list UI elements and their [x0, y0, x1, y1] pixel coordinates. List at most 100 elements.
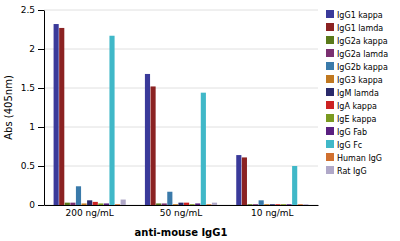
x-tick-label: 50 ng/mL	[160, 208, 203, 218]
legend-item: IgE kappa	[326, 114, 377, 124]
x-axis-title: anti-mouse IgG1	[135, 227, 228, 238]
grid	[44, 10, 318, 205]
legend-label: IgG1 kappa	[337, 11, 383, 20]
y-tick-label: 2	[29, 44, 35, 54]
legend-swatch	[326, 62, 334, 70]
y-tick-label: 1.5	[21, 83, 35, 93]
legend-item: IgG1 kappa	[326, 10, 383, 20]
y-axis-title: Abs (405nm)	[3, 75, 14, 140]
bar	[70, 203, 75, 205]
bar	[121, 200, 126, 205]
legend-label: IgG3 kappa	[337, 76, 383, 85]
legend-label: Rat IgG	[337, 167, 367, 176]
bar	[242, 157, 247, 205]
legend-label: IgG1 lamda	[337, 24, 383, 33]
bar	[156, 203, 161, 205]
x-axis-line	[45, 205, 319, 206]
grid-line	[44, 49, 318, 50]
series	[98, 203, 286, 205]
legend-item: Rat IgG	[326, 166, 367, 176]
bar	[104, 203, 109, 205]
legend-label: IgA kappa	[337, 102, 377, 111]
series	[104, 203, 292, 205]
y-axis-line	[44, 11, 45, 206]
legend-item: IgA kappa	[326, 101, 377, 111]
bar	[201, 93, 206, 205]
legend-item: Human IgG	[326, 153, 382, 163]
y-tick-mark	[38, 10, 44, 11]
legend-item: IgG2b kappa	[326, 62, 388, 72]
bar	[298, 204, 303, 205]
legend-item: IgG Fab	[326, 127, 367, 137]
x-tick-label: 200 ng/mL	[66, 208, 114, 218]
series	[59, 28, 247, 205]
bar	[281, 204, 286, 205]
bar	[292, 166, 297, 205]
bar	[93, 202, 98, 205]
series	[115, 204, 303, 205]
legend-item: IgG1 lamda	[326, 23, 383, 33]
bar	[115, 204, 120, 205]
legend-swatch	[326, 127, 334, 135]
grid-line	[44, 88, 318, 89]
series	[65, 203, 253, 205]
legend-label: IgG2a kappa	[337, 37, 388, 46]
bar	[145, 74, 150, 205]
y-tick-mark	[38, 49, 44, 50]
bar	[184, 203, 189, 205]
bar	[82, 203, 87, 205]
legend-item: IgG3 kappa	[326, 75, 383, 85]
y-tick-label: 1	[29, 122, 35, 132]
legend-label: IgM lamda	[337, 89, 379, 98]
legend-swatch	[326, 153, 334, 161]
legend-swatch	[326, 36, 334, 44]
y-tick-mark	[38, 205, 44, 206]
legend-label: IgG Fab	[337, 128, 367, 137]
bars	[54, 24, 309, 205]
x-tick-label: 10 ng/mL	[251, 208, 294, 218]
chart: 0 0.5 1 1.5 2 2.5 200 ng/mL 50 ng/mL 10 ng/mL ant…	[0, 0, 400, 241]
legend-swatch	[326, 49, 334, 57]
x-axis: 200 ng/mL 50 ng/mL 10 ng/mL	[45, 206, 319, 219]
bar	[98, 203, 103, 205]
bar	[54, 24, 59, 205]
legend-item: IgM lamda	[326, 88, 379, 98]
legend-label: IgG2b kappa	[337, 63, 388, 72]
bar	[303, 204, 308, 205]
y-tick-mark	[38, 88, 44, 89]
bar	[270, 204, 275, 205]
bar	[150, 86, 155, 205]
x-tick: 200 ng/mL	[66, 208, 114, 218]
bar	[206, 204, 211, 205]
legend-label: IgE kappa	[337, 115, 377, 124]
bar	[109, 36, 114, 205]
y-tick-mark	[38, 127, 44, 128]
grid-line	[44, 127, 318, 128]
bar	[76, 186, 81, 205]
y-tick: 2.5	[21, 5, 44, 15]
y-tick: 0	[29, 200, 44, 210]
y-axis: 0 0.5 1 1.5 2 2.5	[21, 5, 45, 210]
grid-line	[44, 166, 318, 167]
bar	[253, 204, 258, 205]
bar	[87, 200, 92, 205]
bar	[195, 203, 200, 205]
series	[109, 36, 297, 205]
y-tick: 1	[29, 122, 44, 132]
series	[70, 203, 258, 205]
y-tick: 1.5	[21, 83, 44, 93]
series	[76, 186, 264, 205]
x-tick: 10 ng/mL	[251, 208, 294, 218]
legend-label: IgG Fc	[337, 141, 362, 150]
bar	[162, 203, 167, 205]
legend: IgG1 kappa IgG1 lamda IgG2a kappa IgG2a lam…	[326, 10, 388, 176]
y-tick-label: 2.5	[21, 5, 35, 15]
y-tick: 2	[29, 44, 44, 54]
legend-label: IgG2a lamda	[337, 50, 388, 59]
legend-item: IgG Fc	[326, 140, 362, 150]
bar	[264, 204, 269, 205]
legend-swatch	[326, 166, 334, 174]
bar	[190, 204, 195, 205]
y-tick-label: 0.5	[21, 161, 35, 171]
bar	[178, 203, 183, 205]
